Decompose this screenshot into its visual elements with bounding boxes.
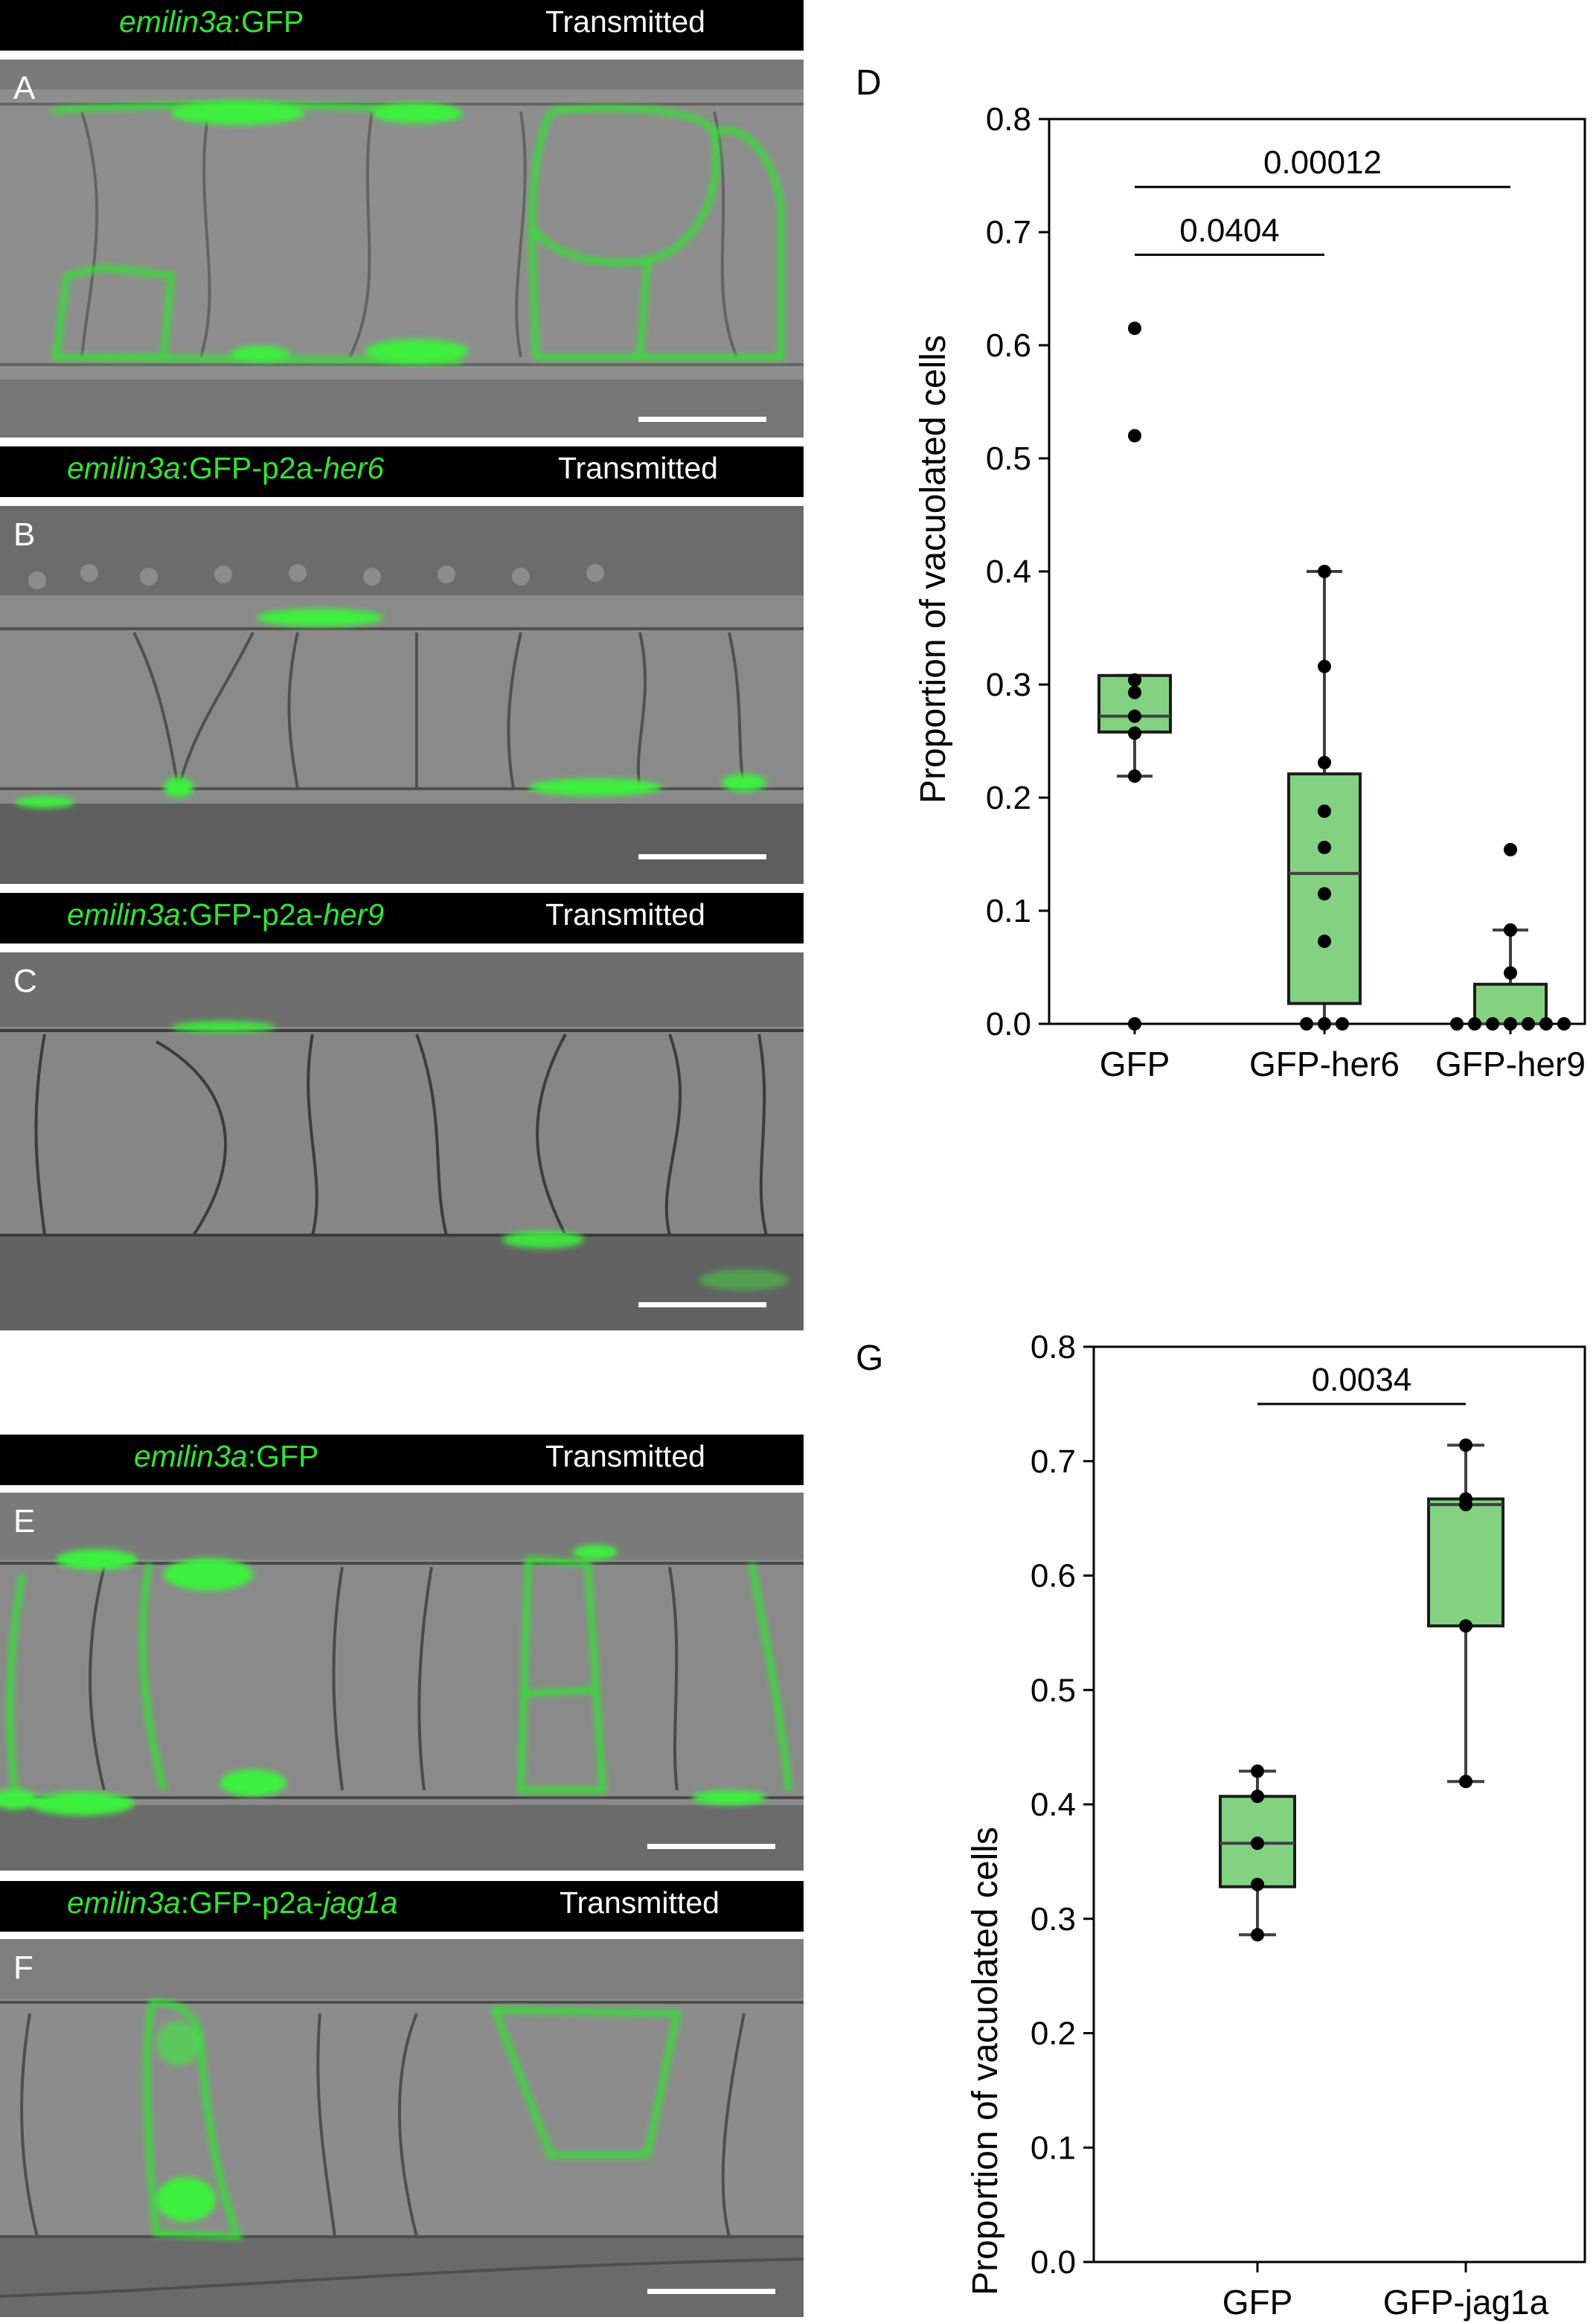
panel-f-label: F	[13, 1949, 33, 1986]
chart-d-point	[1128, 709, 1141, 723]
chart-d-ytick-label: 0.5	[986, 440, 1031, 477]
panel-a-header-transmitted: Transmitted	[545, 4, 705, 39]
chart-d-ytick-label: 0.3	[986, 667, 1031, 703]
panel-a-header: emilin3a:GFP Transmitted	[0, 0, 804, 51]
chart-g: Proportion of vacuolated cells 0.0 0.1 0.2…	[966, 1329, 1586, 2322]
chart-d-point	[1468, 1017, 1481, 1031]
chart-d-ytick-label: 0.6	[986, 327, 1031, 364]
chart-d-point	[1128, 1017, 1141, 1031]
chart-g-ytick-label: 0.1	[1031, 2130, 1076, 2166]
panel-e-label: E	[13, 1503, 36, 1539]
chart-g-ytick-label: 0.7	[1031, 1444, 1076, 1480]
chart-d-sig-label: 0.0404	[1179, 212, 1280, 249]
chart-d-point	[1128, 673, 1141, 687]
panel-a-label: A	[13, 70, 36, 106]
panel-f-header-transmitted: Transmitted	[560, 1885, 720, 1920]
chart-g-ytick-label: 0.2	[1031, 2016, 1076, 2052]
chart-d-xtick-label: GFP-her9	[1435, 1045, 1586, 1083]
chart-d-point	[1450, 1017, 1464, 1031]
chart-d-point	[1504, 842, 1517, 856]
panel-a-micrograph: A	[0, 60, 804, 438]
panel-f-header-gfp: emilin3a:GFP-p2a-jag1a	[67, 1885, 398, 1920]
chart-d-sig-label: 0.00012	[1263, 144, 1382, 181]
panel-c-micrograph: C	[0, 952, 804, 1330]
panel-c-header-gfp: emilin3a:GFP-p2a-her9	[67, 897, 385, 932]
chart-g-ylabel: Proportion of vacuolated cells	[966, 1827, 1005, 2295]
chart-d-point	[1318, 935, 1331, 949]
chart-g-ytick-label: 0.6	[1031, 1558, 1076, 1595]
chart-g-point	[1251, 1877, 1264, 1891]
chart-g-xtick-label: GFP-jag1a	[1383, 2283, 1549, 2322]
panel-d-label: D	[856, 63, 882, 103]
chart-g-ytick-label: 0.8	[1031, 1329, 1076, 1365]
chart-d-point	[1318, 565, 1331, 578]
panel-f-header: emilin3a:GFP-p2a-jag1a Transmitted	[0, 1881, 804, 1932]
chart-d-ytick-label: 0.1	[986, 893, 1031, 929]
panel-c-label: C	[13, 963, 37, 999]
chart-g-box	[1427, 1497, 1504, 1628]
chart-g-point	[1459, 1438, 1472, 1452]
chart-d-point	[1318, 804, 1331, 818]
chart-g-ytick-label: 0.3	[1031, 1901, 1076, 1938]
panel-e-micrograph: E	[0, 1493, 804, 1871]
chart-d-point	[1318, 1017, 1331, 1031]
panel-b-micrograph: B	[0, 506, 804, 884]
chart-g-point	[1251, 1764, 1264, 1778]
chart-g-point	[1251, 1928, 1264, 1942]
chart-d-ylabel: Proportion of vacuolated cells	[914, 335, 953, 804]
chart-d-point	[1300, 1017, 1313, 1031]
chart-d-ytick-label: 0.4	[986, 554, 1031, 590]
panel-b-header-gfp: emilin3a:GFP-p2a-her6	[67, 451, 385, 485]
panel-e-header: emilin3a:GFP Transmitted	[0, 1435, 804, 1485]
chart-g-point	[1459, 1775, 1472, 1789]
chart-d-point	[1539, 1017, 1553, 1031]
chart-d-point	[1128, 769, 1141, 784]
chart-d-point	[1504, 1017, 1517, 1031]
chart-d-ytick-label: 0.0	[986, 1006, 1031, 1042]
panel-e-header-gfp: emilin3a:GFP	[134, 1439, 319, 1473]
chart-d-point	[1504, 923, 1517, 937]
chart-g-sig-label: 0.0034	[1312, 1362, 1412, 1398]
chart-d-point	[1318, 840, 1331, 854]
chart-d-point	[1318, 659, 1331, 673]
panel-c-header-transmitted: Transmitted	[545, 897, 705, 932]
panel-f-micrograph: F	[0, 1939, 804, 2317]
chart-d-point	[1557, 1017, 1571, 1031]
panel-a-header-gfp: emilin3a:GFP	[119, 4, 304, 39]
chart-g-ytick-label: 0.5	[1031, 1672, 1076, 1708]
chart-d-point	[1504, 966, 1517, 980]
chart-d-point	[1128, 321, 1141, 336]
chart-d-point	[1128, 429, 1141, 443]
chart-d-point	[1128, 685, 1141, 699]
chart-d-point	[1318, 887, 1331, 901]
chart-g-frame	[1092, 1345, 1586, 2263]
chart-d-ytick-label: 0.2	[986, 780, 1031, 816]
chart-d-point	[1336, 1017, 1349, 1031]
chart-g-ytick-label: 0.4	[1031, 1787, 1076, 1823]
chart-d: Proportion of vacuolated cells 0.0 0.1 0.2…	[914, 101, 1586, 1083]
chart-d-point	[1522, 1017, 1535, 1031]
chart-g-point	[1459, 1619, 1472, 1633]
chart-d-point	[1486, 1017, 1499, 1031]
panel-b-header-transmitted: Transmitted	[558, 451, 718, 485]
panel-g-label: G	[856, 1339, 884, 1378]
chart-d-ytick-label: 0.7	[986, 214, 1031, 251]
chart-d-xtick-label: GFP-her6	[1249, 1045, 1400, 1083]
panel-b-label: B	[13, 516, 36, 553]
chart-d-xtick-label: GFP	[1100, 1045, 1170, 1083]
panel-c-header: emilin3a:GFP-p2a-her9 Transmitted	[0, 893, 804, 943]
chart-g-point	[1459, 1498, 1472, 1512]
chart-g-point	[1251, 1789, 1264, 1804]
chart-g-xtick-label: GFP	[1222, 2283, 1293, 2322]
chart-g-point	[1251, 1836, 1264, 1851]
chart-d-ytick-label: 0.8	[986, 101, 1031, 138]
chart-g-ytick-label: 0.0	[1031, 2244, 1076, 2281]
chart-d-point	[1128, 726, 1141, 740]
panel-e-header-transmitted: Transmitted	[545, 1439, 705, 1473]
panel-b-header: emilin3a:GFP-p2a-her6 Transmitted	[0, 446, 804, 497]
chart-d-point	[1318, 755, 1331, 769]
